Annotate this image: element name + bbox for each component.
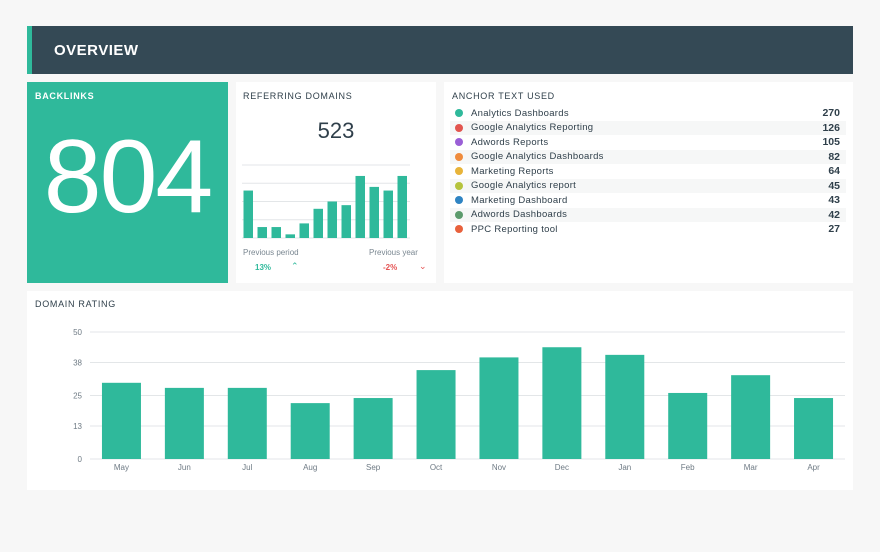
- domain-rating-bar: [227, 387, 267, 459]
- x-tick-label: May: [114, 463, 129, 472]
- backlinks-value: 804: [43, 119, 214, 235]
- anchor-text-title: ANCHOR TEXT USED: [452, 91, 555, 101]
- x-tick-label: Aug: [303, 463, 317, 472]
- arrow-down-icon: ⌄: [419, 261, 427, 271]
- list-item: Adwords Reports 105: [450, 135, 846, 150]
- anchor-label: PPC Reporting tool: [471, 223, 558, 235]
- referring-domains-bar: [369, 186, 379, 238]
- x-tick-label: Dec: [555, 463, 569, 472]
- referring-domains-bar: [327, 201, 337, 238]
- anchor-text-card: ANCHOR TEXT USED Analytics Dashboards 270…: [444, 82, 853, 283]
- domain-rating-bar: [794, 398, 834, 459]
- domain-rating-bar: [353, 398, 393, 459]
- domain-rating-bar-chart: 0 13 25 38 50 May Jun Jul Aug Sep Oct Nov Dec Jan Feb M…: [73, 328, 845, 472]
- anchor-label: Analytics Dashboards: [471, 107, 569, 119]
- domain-rating-bar: [290, 403, 330, 459]
- x-tick-label: Mar: [744, 463, 758, 472]
- domain-rating-title: DOMAIN RATING: [35, 299, 116, 309]
- anchor-count: 42: [828, 208, 840, 221]
- list-item: Analytics Dashboards 270: [450, 106, 846, 121]
- referring-domains-bar: [243, 190, 253, 238]
- y-tick-label: 50: [73, 328, 82, 337]
- referring-domains-bar: [313, 208, 323, 238]
- y-tick-label: 38: [73, 358, 82, 367]
- arrow-up-icon: ⌃: [291, 261, 299, 271]
- domain-rating-bar: [542, 347, 582, 459]
- list-item: PPC Reporting tool 27: [450, 222, 846, 237]
- y-tick-label: 0: [78, 455, 83, 464]
- anchor-count: 43: [828, 194, 840, 207]
- referring-domains-sparkbar-chart: [242, 164, 410, 239]
- referring-domains-title: REFERRING DOMAINS: [243, 91, 353, 101]
- referring-domains-bar: [383, 190, 393, 238]
- list-item: Marketing Dashboard 43: [450, 193, 846, 208]
- previous-year-label: Previous year: [369, 248, 418, 257]
- domain-rating-bar: [164, 387, 204, 459]
- legend-dot-icon: [455, 138, 463, 147]
- x-tick-label: Jan: [618, 463, 631, 472]
- anchor-count: 64: [828, 165, 840, 178]
- legend-dot-icon: [455, 181, 463, 190]
- anchor-count: 82: [828, 150, 840, 163]
- x-tick-label: Jun: [178, 463, 191, 472]
- anchor-count: 27: [828, 223, 840, 236]
- referring-domains-bar: [397, 175, 407, 238]
- y-tick-label: 13: [73, 422, 82, 431]
- domain-rating-bar: [416, 370, 456, 459]
- list-item: Marketing Reports 64: [450, 164, 846, 179]
- list-item: Google Analytics report 45: [450, 178, 846, 193]
- previous-year-change: -2%: [383, 263, 398, 272]
- x-tick-label: Oct: [430, 463, 443, 472]
- list-item: Google Analytics Dashboards 82: [450, 149, 846, 164]
- anchor-text-list: Analytics Dashboards 270 Google Analytics…: [450, 106, 846, 237]
- anchor-label: Marketing Dashboard: [471, 194, 568, 206]
- referring-domains-bar: [355, 175, 365, 238]
- anchor-label: Google Analytics Reporting: [471, 122, 594, 134]
- referring-domains-value: 523: [317, 118, 355, 143]
- anchor-count: 45: [828, 179, 840, 192]
- referring-domains-bar: [271, 227, 281, 238]
- referring-domains-card: REFERRING DOMAINS 523 Previous period Pr…: [236, 82, 436, 283]
- anchor-label: Google Analytics report: [471, 180, 577, 192]
- anchor-label: Adwords Dashboards: [471, 209, 568, 221]
- overview-header: OVERVIEW: [27, 26, 853, 74]
- backlinks-card: BACKLINKS 804: [27, 82, 228, 283]
- anchor-count: 270: [822, 107, 840, 120]
- page-title: OVERVIEW: [54, 41, 139, 59]
- legend-dot-icon: [455, 196, 463, 205]
- legend-dot-icon: [455, 152, 463, 161]
- referring-domains-bar: [299, 223, 309, 238]
- legend-dot-icon: [455, 225, 463, 234]
- x-tick-label: Nov: [492, 463, 506, 472]
- domain-rating-bar: [479, 357, 519, 459]
- anchor-count: 126: [822, 121, 840, 134]
- x-tick-label: Feb: [681, 463, 695, 472]
- anchor-label: Google Analytics Dashboards: [471, 151, 604, 163]
- anchor-count: 105: [822, 136, 840, 149]
- list-item: Adwords Dashboards 42: [450, 207, 846, 222]
- list-item: Google Analytics Reporting 126: [450, 120, 846, 135]
- previous-period-label: Previous period: [243, 248, 299, 257]
- x-tick-label: Sep: [366, 463, 381, 472]
- backlinks-title: BACKLINKS: [35, 91, 95, 101]
- previous-period-change: 13%: [255, 263, 272, 272]
- referring-domains-bar: [341, 205, 351, 238]
- legend-dot-icon: [455, 167, 463, 176]
- legend-dot-icon: [455, 210, 463, 219]
- domain-rating-card: DOMAIN RATING 0 13 25 38 50 May Jun Jul Aug Sep Oc…: [27, 291, 853, 490]
- referring-domains-bar: [285, 234, 295, 238]
- legend-dot-icon: [455, 123, 463, 132]
- x-tick-label: Apr: [807, 463, 820, 472]
- legend-dot-icon: [455, 109, 463, 118]
- domain-rating-bar: [731, 375, 771, 459]
- domain-rating-bar: [101, 382, 141, 459]
- anchor-label: Marketing Reports: [471, 165, 554, 177]
- anchor-label: Adwords Reports: [471, 136, 549, 148]
- x-tick-label: Jul: [242, 463, 252, 472]
- y-tick-label: 25: [73, 392, 82, 401]
- referring-domains-bar: [257, 227, 267, 238]
- domain-rating-bar: [605, 354, 645, 459]
- domain-rating-bar: [668, 392, 708, 459]
